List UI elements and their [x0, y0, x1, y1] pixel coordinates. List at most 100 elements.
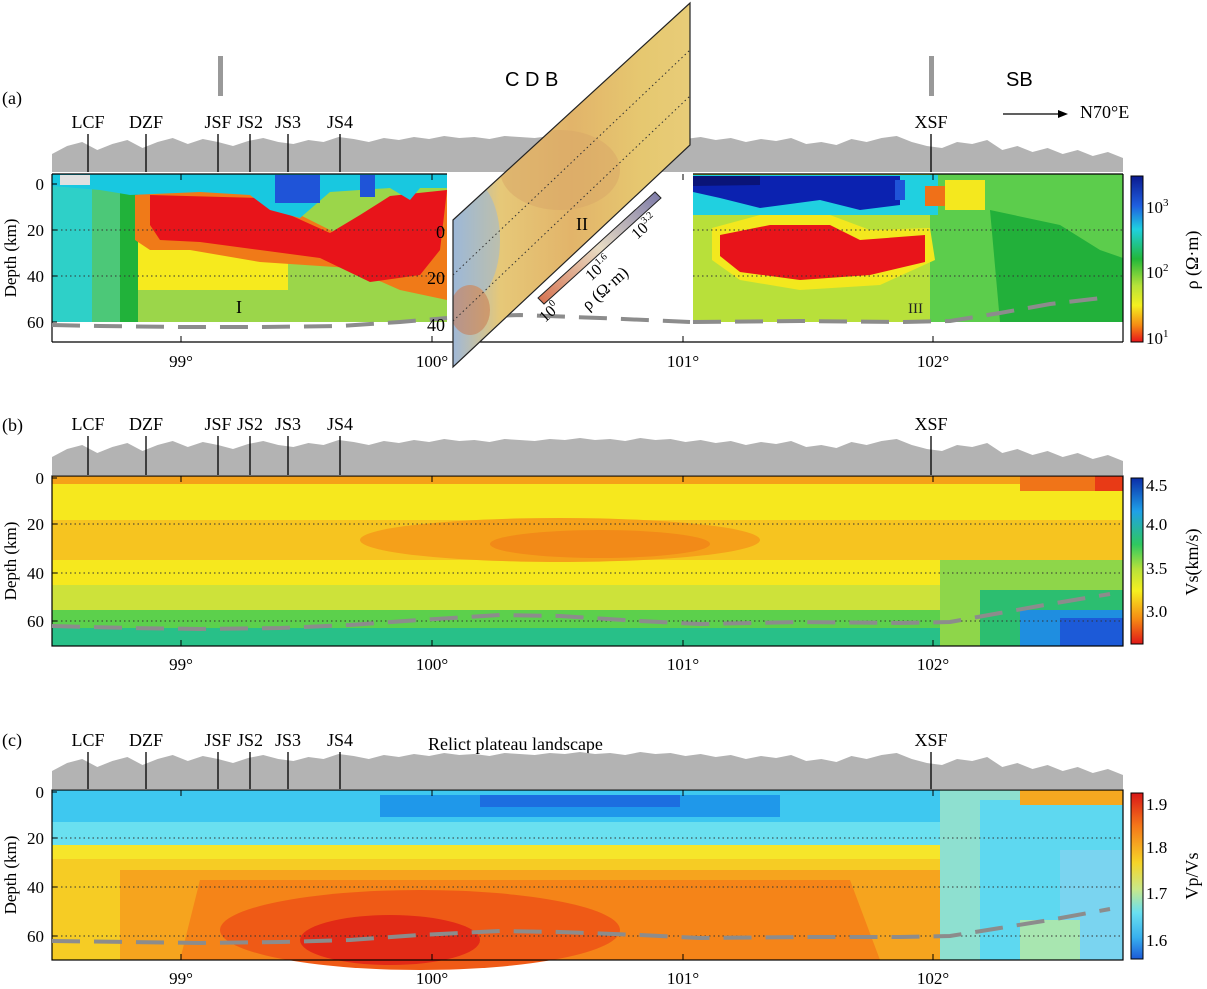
fault-label-dzf: DZF [129, 112, 163, 132]
depth-axis-label: Depth (km) [1, 522, 20, 601]
longitude-tick-label: 99° [169, 969, 193, 988]
depth-tick-label: 60 [27, 612, 44, 631]
inset-depth-20: 20 [427, 268, 445, 288]
inset-depth-0: 0 [436, 222, 445, 242]
longitude-tick-label: 102° [917, 655, 949, 674]
fault-labels-b: LCF DZF JSF JS2 JS3 JS4 XSF [71, 414, 948, 475]
longitude-tick-label: 100° [416, 352, 448, 371]
fault-label-js2: JS2 [237, 730, 263, 750]
block-label-sb: SB [1006, 69, 1033, 91]
longitude-tick-label: 101° [667, 655, 699, 674]
moho-line-a [51, 295, 1111, 329]
inset-colorbar [537, 191, 662, 305]
fault-label-lcf: LCF [71, 414, 104, 434]
fault-label-jsf: JSF [204, 730, 231, 750]
depth-tick-label: 20 [27, 829, 44, 848]
resistivity-section-left [52, 174, 447, 322]
fault-label-dzf: DZF [129, 730, 163, 750]
inset-depth-40: 40 [427, 315, 445, 335]
fault-label-js3: JS3 [275, 414, 301, 434]
depth-tick-label: 40 [27, 878, 44, 897]
colorbar-a-label: ρ (Ω·m) [1182, 231, 1203, 290]
longitude-tick-label: 99° [169, 655, 193, 674]
colorbar-vs [1130, 477, 1144, 645]
fault-label-js4: JS4 [327, 730, 353, 750]
vs-section [52, 476, 1123, 646]
colorbar-resistivity [1130, 175, 1144, 343]
colorbar-vpvs [1130, 792, 1144, 960]
moho-line-b [51, 592, 1111, 632]
cb-b-tick-3: 3.0 [1146, 602, 1167, 621]
colorbar-b-label: Vs(km/s) [1182, 528, 1203, 595]
direction-label: N70°E [1080, 102, 1129, 122]
cb-a-tick-0: 103 [1146, 197, 1169, 217]
panel-c-label: (c) [2, 730, 22, 751]
depth-tick-label: 40 [27, 564, 44, 583]
block-label-cdb: C D B [505, 69, 558, 91]
fault-label-jsf: JSF [204, 414, 231, 434]
dipping-resistivity-plane: 0 20 40 II 100 101.6 103.2 ρ (Ω·m) [427, 1, 691, 369]
topography-profile-b [52, 438, 1123, 475]
cb-a-tick-2: 101 [1146, 328, 1169, 348]
fault-label-js3: JS3 [275, 112, 301, 132]
svg-text:100: 100 [535, 298, 563, 326]
fault-label-xsf: XSF [914, 730, 947, 750]
panel-b: (b) LCF DZF JSF JS2 JS3 JS4 XSF 4.5 4.0 3.5 [2, 414, 1203, 647]
fault-label-xsf: XSF [914, 112, 947, 132]
vpvs-section [52, 790, 1123, 970]
longitude-tick-label: 100° [416, 655, 448, 674]
panel-a: (a) LCF DZF JSF JS2 JS3 JS4 XSF C D B SB N70°E [2, 1, 1203, 369]
depth-tick-label: 20 [27, 515, 44, 534]
depth-tick-label: 20 [27, 221, 44, 240]
inset-tick-exp-0: 0 [547, 298, 558, 310]
longitude-tick-label: 101° [667, 969, 699, 988]
region-label-i: I [236, 297, 242, 317]
longitude-tick-label: 102° [917, 969, 949, 988]
depth-tick-label: 0 [36, 175, 45, 194]
section-frame-c [51, 789, 1124, 961]
region-label-iii: III [908, 301, 923, 317]
fault-labels-a: LCF DZF JSF JS2 JS3 JS4 XSF [71, 112, 948, 172]
depth-tick-label: 0 [36, 469, 45, 488]
resistivity-section-right [693, 174, 1123, 322]
fault-label-lcf: LCF [71, 730, 104, 750]
depth-tick-label: 0 [36, 783, 45, 802]
depth-tick-label: 40 [27, 267, 44, 286]
topography-profile-c [52, 752, 1123, 789]
cb-c-tick-2: 1.7 [1146, 884, 1168, 903]
longitude-tick-label: 99° [169, 352, 193, 371]
fault-label-lcf: LCF [71, 112, 104, 132]
panel-a-label: (a) [2, 88, 22, 109]
region-label-ii: II [576, 214, 588, 234]
cb-a-tick-1: 102 [1146, 262, 1169, 282]
depth-axis-label: Depth (km) [1, 836, 20, 915]
colorbar-c-label: Vp/Vs [1182, 852, 1202, 899]
cb-b-tick-2: 3.5 [1146, 559, 1167, 578]
block-boundary-marker [218, 56, 223, 96]
fault-label-xsf: XSF [914, 414, 947, 434]
depth-tick-label: 60 [27, 927, 44, 946]
fault-label-js4: JS4 [327, 112, 353, 132]
longitude-tick-label: 101° [667, 352, 699, 371]
section-frame-b [51, 475, 1124, 647]
panel-b-label: (b) [2, 415, 23, 436]
moho-line-c [51, 907, 1111, 946]
axes-decorations: Depth (km) 0 20 40 60 99° 100° 101° 102° Depth (k… [1, 174, 949, 988]
depth-axis-label: Depth (km) [1, 219, 20, 298]
block-boundary-marker [929, 56, 934, 96]
cb-c-tick-1: 1.8 [1146, 838, 1167, 857]
cb-b-tick-1: 4.0 [1146, 515, 1167, 534]
fault-label-js2: JS2 [237, 414, 263, 434]
relict-plateau-annotation: Relict plateau landscape [428, 734, 603, 754]
fault-labels-c: LCF DZF JSF JS2 JS3 JS4 XSF [71, 730, 948, 789]
panel-c: (c) Relict plateau landscape LCF DZF JSF JS… [2, 730, 1202, 970]
fault-label-dzf: DZF [129, 414, 163, 434]
cb-b-tick-0: 4.5 [1146, 476, 1167, 495]
direction-arrow-head [1058, 110, 1068, 118]
depth-tick-label: 60 [27, 313, 44, 332]
fault-label-jsf: JSF [204, 112, 231, 132]
fault-label-js4: JS4 [327, 414, 353, 434]
longitude-tick-label: 102° [917, 352, 949, 371]
cb-c-tick-0: 1.9 [1146, 795, 1167, 814]
